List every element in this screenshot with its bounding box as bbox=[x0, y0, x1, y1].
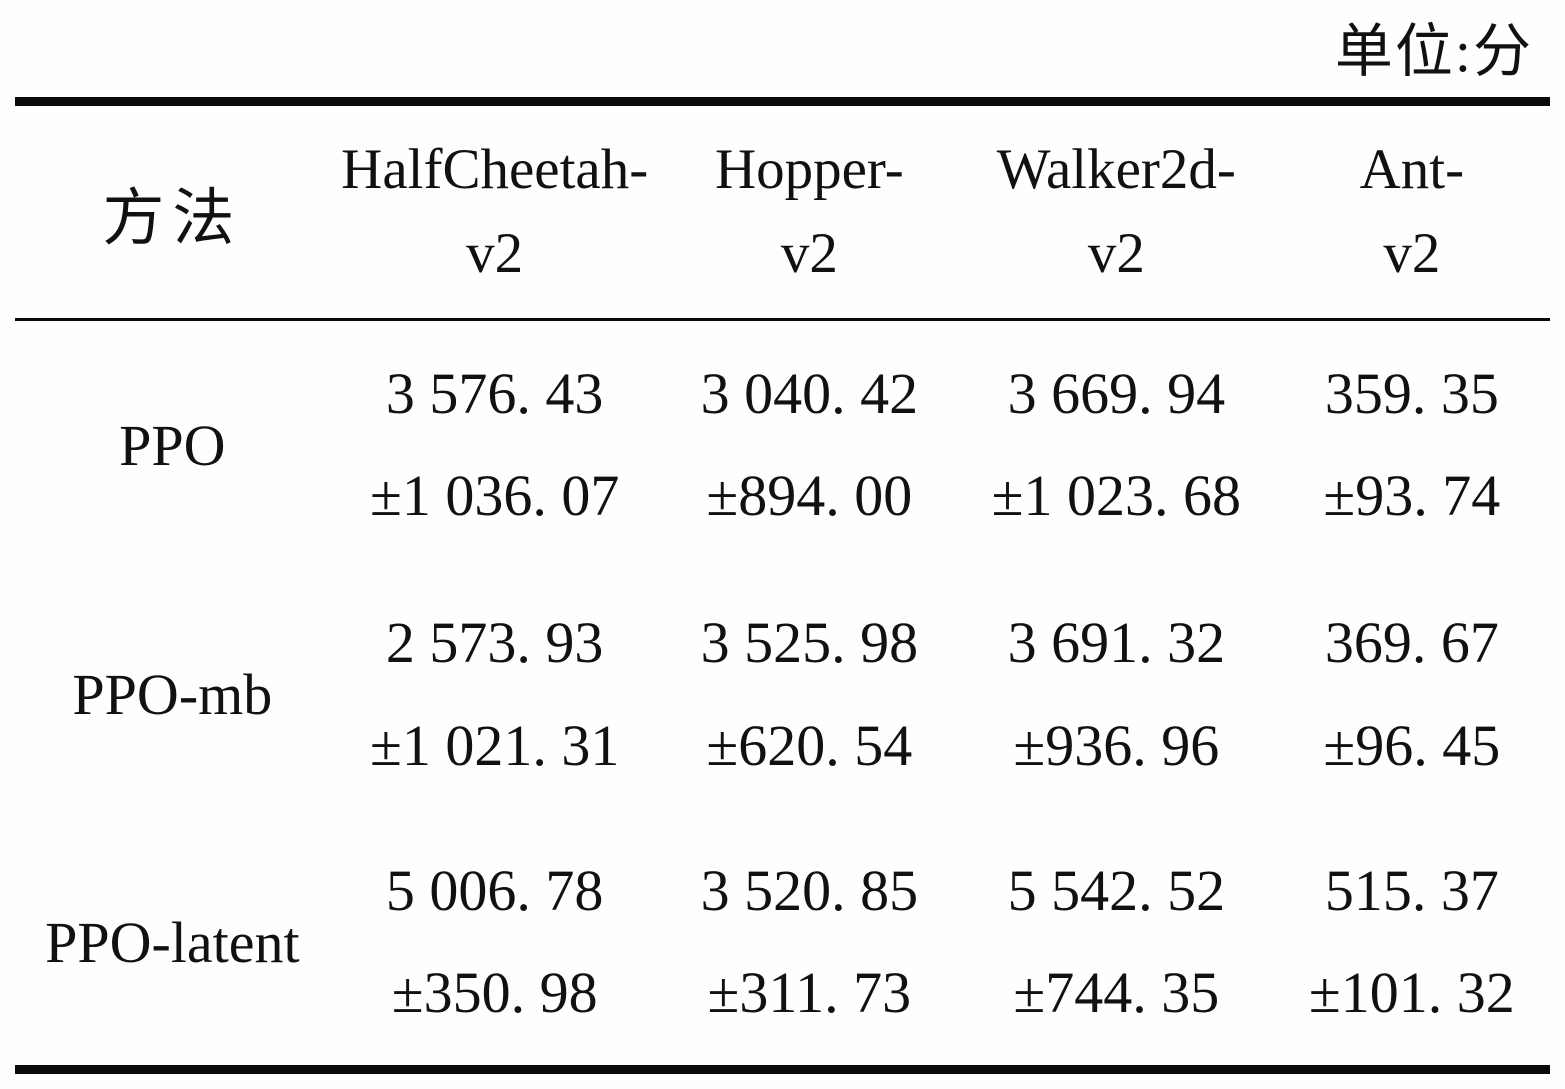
header-row: 方法 HalfCheetah- v2 Hopper- v2 Walker2d- … bbox=[15, 102, 1550, 320]
std-score: ±744. 35 bbox=[1013, 960, 1220, 1026]
std-score: ±1 036. 07 bbox=[370, 463, 620, 529]
score-cell: 3 691. 32 ±936. 96 bbox=[959, 570, 1274, 820]
mean-score: 359. 35 bbox=[1324, 360, 1499, 426]
env-name: Walker2d- bbox=[996, 138, 1236, 202]
mean-score: 515. 37 bbox=[1324, 857, 1499, 923]
score-cell: 369. 67 ±96. 45 bbox=[1274, 570, 1550, 820]
mean-score: 2 573. 93 bbox=[385, 609, 604, 675]
score-cell: 3 040. 42 ±894. 00 bbox=[660, 320, 959, 570]
mean-score: 5 006. 78 bbox=[385, 857, 604, 923]
score-cell: 3 669. 94 ±1 023. 68 bbox=[959, 320, 1274, 570]
env-name: HalfCheetah- bbox=[341, 138, 649, 202]
std-score: ±311. 73 bbox=[707, 960, 912, 1026]
mean-score: 369. 67 bbox=[1324, 609, 1499, 675]
std-score: ±101. 32 bbox=[1308, 960, 1515, 1026]
std-score: ±1 021. 31 bbox=[370, 712, 620, 778]
score-cell: 3 525. 98 ±620. 54 bbox=[660, 570, 959, 820]
score-cell: 5 542. 52 ±744. 35 bbox=[959, 820, 1274, 1070]
score-cell: 3 520. 85 ±311. 73 bbox=[660, 820, 959, 1070]
mean-score: 3 576. 43 bbox=[385, 360, 604, 426]
score-cell: 3 576. 43 ±1 036. 07 bbox=[330, 320, 660, 570]
mean-score: 3 691. 32 bbox=[1007, 609, 1226, 675]
std-score: ±93. 74 bbox=[1323, 463, 1501, 529]
method-cell: PPO-mb bbox=[15, 570, 330, 820]
std-score: ±1 023. 68 bbox=[991, 463, 1241, 529]
score-cell: 2 573. 93 ±1 021. 31 bbox=[330, 570, 660, 820]
table-row-ppo-latent: PPO-latent 5 006. 78 ±350. 98 3 520. 85 … bbox=[15, 820, 1550, 1070]
mean-score: 3 669. 94 bbox=[1007, 360, 1226, 426]
column-header-hopper: Hopper- v2 bbox=[660, 102, 959, 320]
table-row-ppo-mb: PPO-mb 2 573. 93 ±1 021. 31 3 525. 98 ±6… bbox=[15, 570, 1550, 820]
method-header-label: 方法 bbox=[102, 185, 243, 253]
method-cell: PPO bbox=[15, 320, 330, 570]
score-cell: 5 006. 78 ±350. 98 bbox=[330, 820, 660, 1070]
method-label: PPO bbox=[119, 412, 226, 478]
column-header-ant: Ant- v2 bbox=[1274, 102, 1550, 320]
mean-score: 3 520. 85 bbox=[700, 857, 919, 923]
column-header-walker2d: Walker2d- v2 bbox=[959, 102, 1274, 320]
env-version: v2 bbox=[1383, 222, 1441, 285]
unit-label: 单位:分 bbox=[1334, 19, 1533, 84]
column-header-halfcheetah: HalfCheetah- v2 bbox=[330, 102, 660, 320]
table-body: PPO 3 576. 43 ±1 036. 07 3 040. 42 ±894.… bbox=[15, 320, 1550, 1070]
method-label: PPO-latent bbox=[45, 909, 300, 975]
env-name: Ant- bbox=[1359, 138, 1465, 202]
std-score: ±350. 98 bbox=[391, 960, 598, 1026]
score-cell: 359. 35 ±93. 74 bbox=[1274, 320, 1550, 570]
mean-score: 5 542. 52 bbox=[1007, 857, 1226, 923]
std-score: ±96. 45 bbox=[1323, 712, 1501, 778]
table-row-ppo: PPO 3 576. 43 ±1 036. 07 3 040. 42 ±894.… bbox=[15, 320, 1550, 570]
method-cell: PPO-latent bbox=[15, 820, 330, 1070]
method-label: PPO-mb bbox=[72, 662, 273, 727]
env-name: Hopper- bbox=[714, 138, 904, 202]
std-score: ±936. 96 bbox=[1013, 712, 1220, 778]
score-cell: 515. 37 ±101. 32 bbox=[1274, 820, 1550, 1070]
env-version: v2 bbox=[780, 222, 838, 285]
std-score: ±894. 00 bbox=[706, 463, 913, 529]
mean-score: 3 525. 98 bbox=[700, 609, 919, 675]
env-version: v2 bbox=[466, 222, 524, 285]
mean-score: 3 040. 42 bbox=[700, 360, 919, 426]
table-header: 方法 HalfCheetah- v2 Hopper- v2 Walker2d- … bbox=[15, 102, 1550, 320]
results-table: 方法 HalfCheetah- v2 Hopper- v2 Walker2d- … bbox=[15, 97, 1550, 1074]
std-score: ±620. 54 bbox=[706, 712, 913, 778]
column-header-method: 方法 bbox=[15, 102, 330, 320]
env-version: v2 bbox=[1087, 222, 1145, 285]
